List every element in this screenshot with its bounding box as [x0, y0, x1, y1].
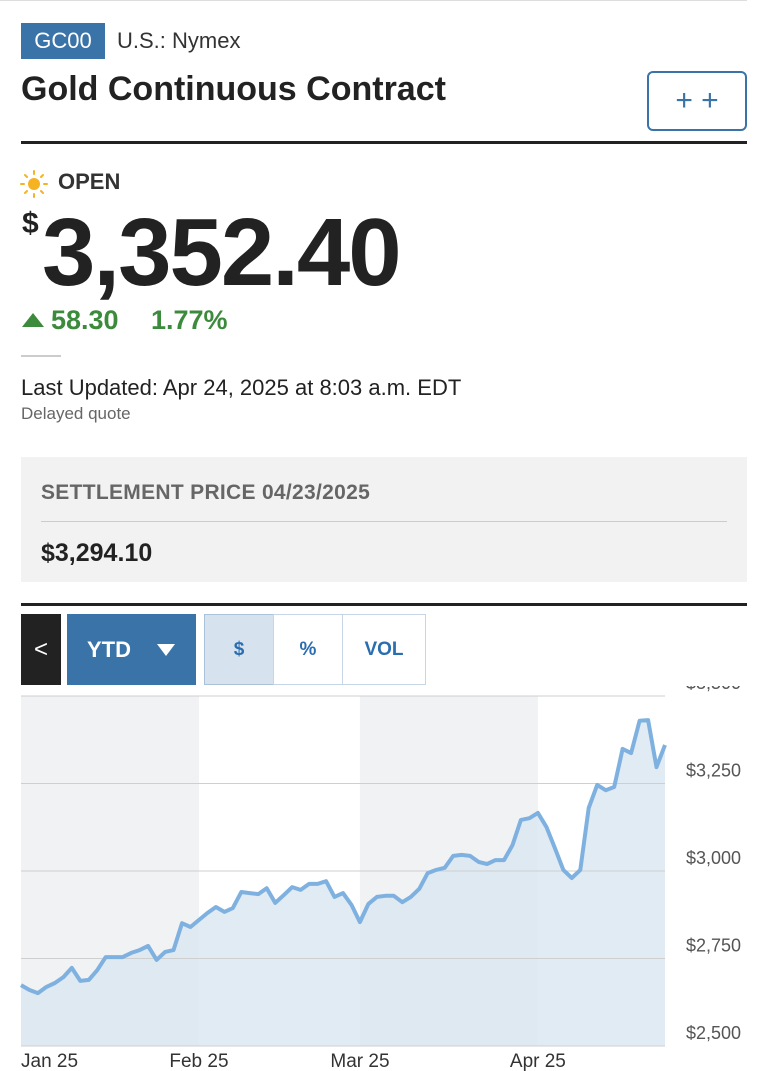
price-line	[20, 718, 667, 996]
top-rule	[0, 0, 747, 1]
last-updated: Last Updated: Apr 24, 2025 at 8:03 a.m. …	[21, 375, 462, 400]
symbol-badge: GC00	[21, 23, 105, 59]
tab-percent[interactable]: %	[273, 614, 343, 685]
range-label: YTD	[87, 637, 131, 662]
settlement-box	[21, 457, 747, 582]
y-tick-label: $3,000	[686, 848, 741, 868]
y-tick-label: $2,750	[686, 935, 741, 955]
sun-icon	[20, 170, 48, 198]
change-percent: 1.77%	[151, 305, 228, 335]
y-tick-label: $3,500	[686, 686, 741, 693]
x-tick-label: Jan 25	[21, 1051, 78, 1071]
x-tick-label: Apr 25	[510, 1051, 566, 1071]
back-button[interactable]: <	[21, 614, 61, 685]
tab-volume[interactable]: VOL	[342, 614, 426, 685]
change: 58.30	[51, 305, 119, 335]
settlement-label: SETTLEMENT PRICE 04/23/2025	[41, 481, 371, 504]
header-rule	[21, 141, 747, 144]
title: Gold Continuous Contract	[21, 70, 446, 108]
tab-price[interactable]: $	[204, 614, 274, 685]
chart-rule	[21, 603, 747, 606]
y-tick-label: $3,250	[686, 760, 741, 780]
chart: $2,500 $2,750 $3,000 $3,250 $3,500 Jan 25 Feb …	[20, 686, 741, 1071]
exchange: U.S.: Nymex	[117, 28, 241, 53]
range-dropdown[interactable]: YTD	[67, 614, 196, 685]
currency: $	[22, 207, 39, 240]
divider	[21, 355, 61, 357]
x-tick-label: Mar 25	[330, 1051, 389, 1071]
settlement-value: $3,294.10	[41, 539, 153, 567]
settlement-divider	[41, 521, 727, 522]
x-tick-label: Feb 25	[169, 1051, 228, 1071]
dropdown-arrow	[157, 644, 175, 656]
price: 3,352.40	[42, 199, 402, 306]
delayed-note: Delayed quote	[21, 404, 131, 423]
price-area	[21, 720, 665, 1046]
y-tick-label: $2,500	[686, 1023, 741, 1043]
market-status: OPEN	[58, 169, 121, 194]
up-arrow	[22, 313, 44, 327]
watchlist-button[interactable]: + +	[647, 71, 747, 131]
